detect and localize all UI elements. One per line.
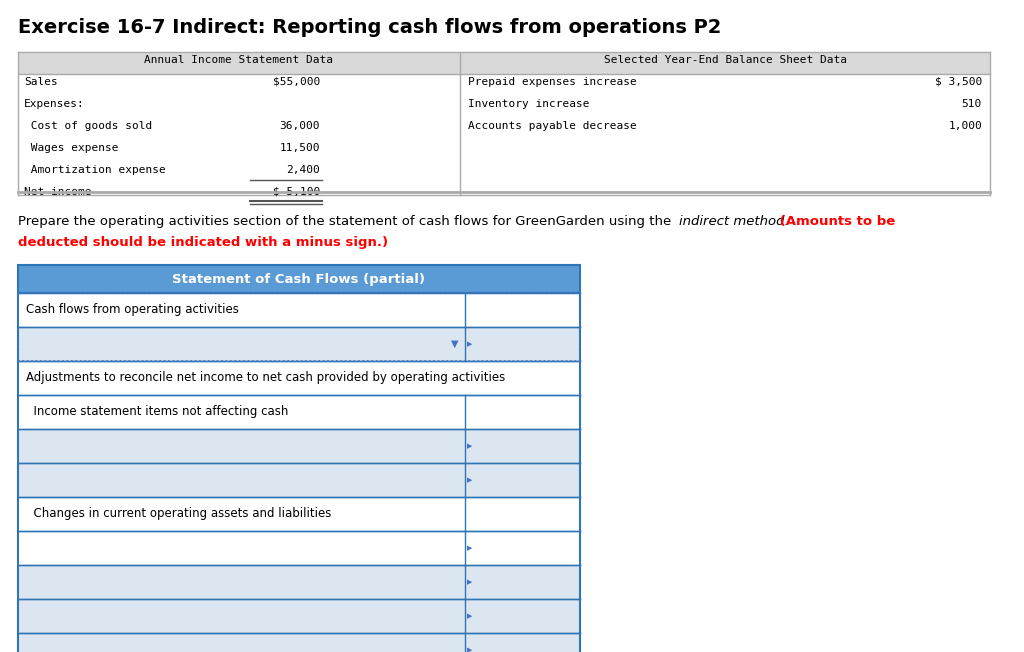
Bar	[18, 52, 990, 74]
Text: Prepare the operating activities section of the statement of cash flows for Gree: Prepare the operating activities section…	[18, 215, 676, 228]
Bar	[18, 565, 580, 599]
Bar	[18, 293, 580, 652]
Text: 2,400: 2,400	[287, 165, 319, 175]
Text: 36,000: 36,000	[280, 121, 319, 131]
Text: Amortization expense: Amortization expense	[24, 165, 166, 175]
Text: $ 3,500: $ 3,500	[935, 77, 982, 87]
Text: Exercise 16-7 Indirect: Reporting cash flows from operations P2: Exercise 16-7 Indirect: Reporting cash f…	[18, 18, 721, 37]
Text: $ 5,100: $ 5,100	[272, 187, 319, 197]
Text: ▶: ▶	[467, 613, 472, 619]
Text: 1,000: 1,000	[948, 121, 982, 131]
Text: ▶: ▶	[467, 545, 472, 551]
Bar	[18, 633, 580, 652]
Text: Selected Year-End Balance Sheet Data: Selected Year-End Balance Sheet Data	[603, 55, 847, 65]
Text: ▶: ▶	[467, 477, 472, 483]
Bar	[18, 293, 580, 327]
Text: Net income: Net income	[24, 187, 91, 197]
Text: Adjustments to reconcile net income to net cash provided by operating activities: Adjustments to reconcile net income to n…	[26, 372, 505, 385]
Text: ▶: ▶	[467, 341, 472, 347]
Text: Cash flows from operating activities: Cash flows from operating activities	[26, 303, 239, 316]
Bar	[18, 429, 580, 463]
Text: Prepaid expenses increase: Prepaid expenses increase	[468, 77, 637, 87]
Text: deducted should be indicated with a minus sign.): deducted should be indicated with a minu…	[18, 236, 388, 249]
Bar	[18, 395, 580, 429]
Text: $55,000: $55,000	[272, 77, 319, 87]
Text: ▶: ▶	[467, 579, 472, 585]
Text: Income statement items not affecting cash: Income statement items not affecting cas…	[26, 406, 289, 419]
Bar	[18, 327, 580, 361]
Text: Wages expense: Wages expense	[24, 143, 119, 153]
Text: Sales: Sales	[24, 77, 57, 87]
Bar	[18, 599, 580, 633]
Text: Cost of goods sold: Cost of goods sold	[24, 121, 153, 131]
Text: 510: 510	[962, 99, 982, 109]
Bar	[18, 531, 580, 565]
Text: (Amounts to be: (Amounts to be	[775, 215, 895, 228]
Text: Expenses:: Expenses:	[24, 99, 85, 109]
Bar	[18, 497, 580, 531]
Text: Inventory increase: Inventory increase	[468, 99, 590, 109]
Text: indirect method.: indirect method.	[679, 215, 788, 228]
Bar	[18, 463, 580, 497]
Bar	[18, 265, 580, 293]
Text: ▼: ▼	[452, 339, 459, 349]
Text: Annual Income Statement Data: Annual Income Statement Data	[144, 55, 334, 65]
Text: Changes in current operating assets and liabilities: Changes in current operating assets and …	[26, 507, 332, 520]
Text: 11,500: 11,500	[280, 143, 319, 153]
Text: ▶: ▶	[467, 443, 472, 449]
Text: Accounts payable decrease: Accounts payable decrease	[468, 121, 637, 131]
Bar	[18, 361, 580, 395]
Text: ▶: ▶	[467, 647, 472, 652]
Text: Statement of Cash Flows (partial): Statement of Cash Flows (partial)	[172, 273, 426, 286]
